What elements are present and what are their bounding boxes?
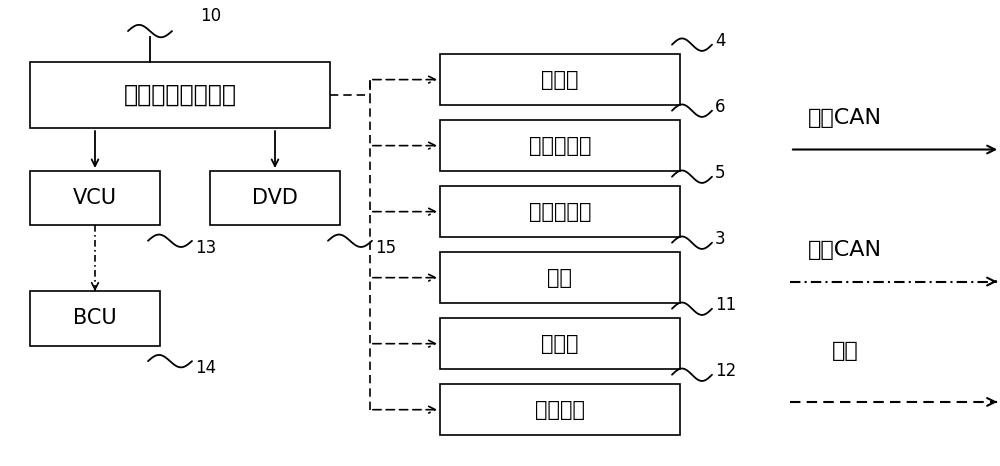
Bar [210,171,340,225]
Text: 动力CAN: 动力CAN [808,240,882,260]
Text: 硬线: 硬线 [832,342,858,362]
Text: 11: 11 [715,296,736,314]
Text: 4: 4 [715,32,726,50]
Text: BCU: BCU [73,308,117,329]
Bar [30,171,160,225]
Text: 15: 15 [375,239,396,257]
Text: 14: 14 [195,359,216,377]
Bar [30,291,160,346]
Text: 控制面板: 控制面板 [535,400,585,420]
Text: VCU: VCU [73,188,117,208]
Text: 6: 6 [715,98,726,116]
Bar [440,120,680,171]
Bar [440,318,680,369]
Text: 加热器: 加热器 [541,69,579,89]
Text: 3: 3 [715,230,726,248]
Bar [440,384,680,435]
Text: 水温传感器: 水温传感器 [529,202,591,222]
Bar [440,253,680,303]
Text: 12: 12 [715,362,736,380]
Text: 10: 10 [200,7,221,25]
Bar [30,62,330,128]
Text: 热管理模块控制器: 热管理模块控制器 [124,83,237,107]
Text: DVD: DVD [252,188,298,208]
Text: 整车CAN: 整车CAN [808,109,882,129]
Text: 鼓风机: 鼓风机 [541,334,579,354]
Bar [440,186,680,237]
Text: 5: 5 [715,164,726,182]
Text: 三通控制阀: 三通控制阀 [529,136,591,156]
Bar [440,55,680,105]
Text: 水泵: 水泵 [548,267,572,288]
Text: 13: 13 [195,239,216,257]
